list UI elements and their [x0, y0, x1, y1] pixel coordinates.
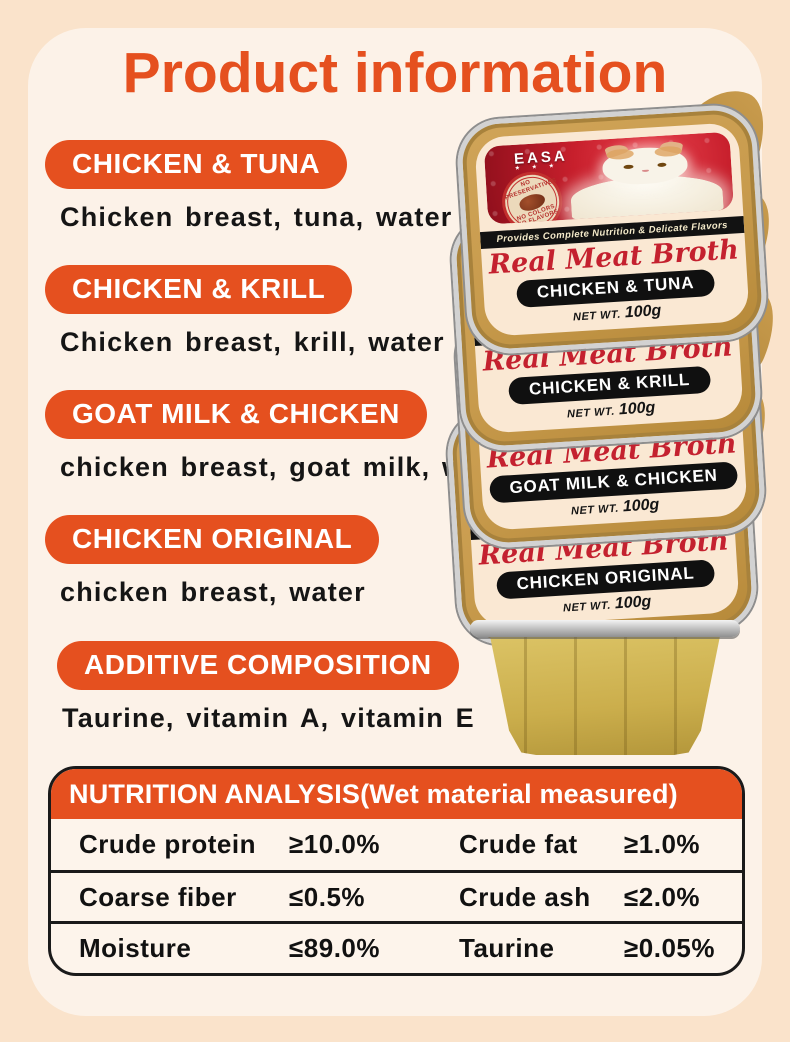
nutrition-row: Crude protein ≥10.0% Crude fat ≥1.0%: [51, 819, 742, 870]
nutrient-value: ≤89.0%: [289, 932, 380, 963]
nutrition-table-header: NUTRITION ANALYSIS(Wet material measured…: [51, 769, 742, 819]
net-weight-value: 100g: [624, 302, 662, 322]
tray-label: EASA ★ ★ ★ NO PRESERVATIVES NO COLORS NO…: [474, 122, 750, 337]
nutrient-value: ≤0.5%: [289, 881, 366, 912]
flavor-ingredients: Chicken breast, krill, water: [60, 327, 445, 357]
cat-eye: [656, 162, 667, 167]
cat-eye: [623, 164, 634, 169]
cat-fur-patch: [654, 145, 683, 158]
nutrient-label: Crude ash: [459, 881, 591, 912]
nutrient-value: ≥10.0%: [289, 829, 380, 859]
gold-tub-body: [489, 633, 721, 755]
additive-ingredients: Taurine, vitamin A, vitamin E: [62, 703, 475, 733]
net-weight-value: 100g: [618, 399, 656, 419]
nutrient-value: ≥1.0%: [624, 829, 701, 859]
logo-stars: ★ ★ ★: [514, 163, 560, 173]
product-photo-stack: EASA ★ ★ ★ NO PRESERVATIVES NO COLORS NO…: [445, 73, 788, 772]
net-weight-label: NET WT.: [562, 599, 612, 615]
nutrient-value: ≤2.0%: [624, 881, 701, 912]
net-weight-label: NET WT.: [566, 405, 616, 421]
flavor-ingredients: chicken breast, water: [60, 577, 366, 607]
flavor-section-chicken-tuna: CHICKEN & TUNA Chicken breast, tuna, wat…: [45, 140, 453, 233]
label-photo: EASA ★ ★ ★ NO PRESERVATIVES NO COLORS NO…: [483, 131, 735, 225]
gold-tub: [470, 620, 740, 755]
net-weight-value: 100g: [622, 496, 660, 516]
page-title: Product information: [122, 41, 668, 105]
flavor-ingredients: chicken breast, goat milk, water: [60, 452, 519, 482]
cat-nose: [641, 169, 650, 173]
nutrition-row: Coarse fiber ≤0.5% Crude ash ≤2.0%: [51, 870, 742, 921]
nutrient-label: Coarse fiber: [79, 881, 237, 912]
no-preservatives-stamp: NO PRESERVATIVES NO COLORS NO FLAVORS: [493, 163, 571, 225]
flavor-ingredients: Chicken breast, tuna, water: [60, 202, 453, 232]
net-weight-label: NET WT.: [572, 308, 622, 324]
nutrient-label: Crude fat: [459, 829, 578, 859]
nutrient-label: Crude protein: [79, 829, 256, 859]
flavor-badge: CHICKEN ORIGINAL: [45, 515, 380, 564]
tray-body: EASA ★ ★ ★ NO PRESERVATIVES NO COLORS NO…: [455, 103, 769, 356]
flavor-section-chicken-krill: CHICKEN & KRILL Chicken breast, krill, w…: [45, 265, 445, 358]
cat-illustration: [568, 139, 725, 222]
net-weight-value: 100g: [614, 593, 652, 613]
additive-badge: ADDITIVE COMPOSITION: [57, 641, 459, 690]
nutrient-label: Moisture: [79, 932, 192, 963]
nutrition-row: Moisture ≤89.0% Taurine ≥0.05%: [51, 921, 742, 972]
nutrient-label: Taurine: [459, 932, 555, 963]
flavor-badge: CHICKEN & TUNA: [45, 140, 348, 189]
flavor-badge: GOAT MILK & CHICKEN: [45, 390, 427, 439]
flavor-badge: CHICKEN & KRILL: [45, 265, 353, 314]
flavor-section-goat-milk-chicken: GOAT MILK & CHICKEN chicken breast, goat…: [45, 390, 519, 483]
flavor-section-chicken-original: CHICKEN ORIGINAL chicken breast, water: [45, 515, 380, 608]
gold-tub-rim: [470, 620, 740, 637]
net-weight-label: NET WT.: [570, 502, 620, 518]
nutrient-value: ≥0.05%: [624, 932, 715, 963]
nutrition-analysis-table: NUTRITION ANALYSIS(Wet material measured…: [48, 766, 745, 976]
additive-composition-section: ADDITIVE COMPOSITION Taurine, vitamin A,…: [57, 641, 475, 734]
tray-chicken-tuna: EASA ★ ★ ★ NO PRESERVATIVES NO COLORS NO…: [455, 73, 780, 356]
cat-fur-patch: [606, 148, 635, 161]
